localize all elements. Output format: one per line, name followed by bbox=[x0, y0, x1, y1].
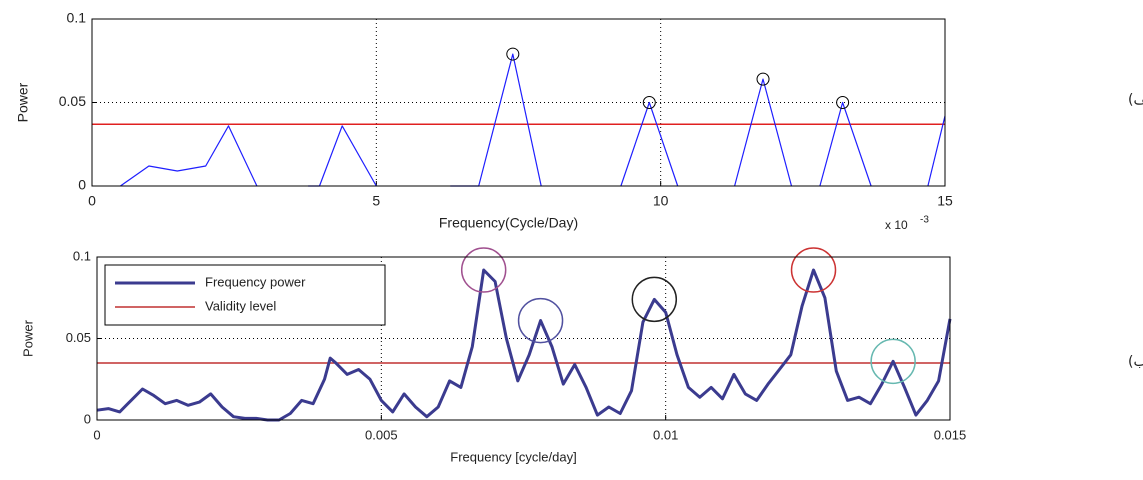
x-tick-label: 10 bbox=[653, 193, 669, 209]
y-tick-label: 0.05 bbox=[59, 93, 86, 109]
y-axis-label: Power bbox=[15, 82, 31, 122]
plot-frame bbox=[91, 18, 946, 187]
x-tick-label: 0.005 bbox=[365, 427, 398, 442]
peak-marker bbox=[836, 96, 850, 109]
y-tick-label: 0.05 bbox=[66, 330, 91, 345]
data-line bbox=[120, 53, 946, 187]
x-axis-label: Frequency [cycle/day] bbox=[450, 449, 576, 464]
peak-marker bbox=[506, 47, 520, 61]
y-tick-label: 0 bbox=[78, 177, 86, 193]
x-axis-label: Frequency(Cycle/Day) bbox=[439, 215, 578, 231]
x-tick-label: 5 bbox=[372, 193, 380, 209]
peak-marker bbox=[756, 72, 770, 86]
data-line bbox=[96, 268, 952, 422]
peak-marker bbox=[642, 96, 656, 109]
peak-highlight bbox=[631, 276, 678, 323]
x-tick-label: 0 bbox=[88, 193, 96, 209]
peak-highlight bbox=[790, 247, 837, 293]
x-tick-label: 15 bbox=[937, 193, 953, 209]
y-tick-label: 0.1 bbox=[73, 248, 91, 263]
plot-frame bbox=[96, 256, 951, 421]
axis-multiplier-exponent: -3 bbox=[920, 215, 929, 226]
legend-label: Frequency power bbox=[205, 274, 306, 289]
peak-highlight bbox=[460, 247, 507, 293]
y-tick-label: 0.1 bbox=[67, 10, 87, 26]
y-axis-label: Power bbox=[20, 319, 35, 357]
x-tick-label: 0.015 bbox=[934, 427, 967, 442]
legend-label: Validity level bbox=[205, 298, 276, 313]
x-tick-label: 0.01 bbox=[653, 427, 678, 442]
panel-label: (الف) bbox=[1128, 92, 1143, 108]
x-tick-label: 0 bbox=[93, 427, 100, 442]
y-tick-label: 0 bbox=[84, 411, 91, 426]
panel-label: (ب) bbox=[1128, 354, 1143, 370]
peak-highlight bbox=[517, 297, 564, 344]
legend-box bbox=[104, 264, 386, 326]
axis-multiplier: x 10 bbox=[885, 218, 908, 232]
peak-highlight bbox=[870, 338, 916, 385]
plot-area bbox=[92, 19, 945, 186]
